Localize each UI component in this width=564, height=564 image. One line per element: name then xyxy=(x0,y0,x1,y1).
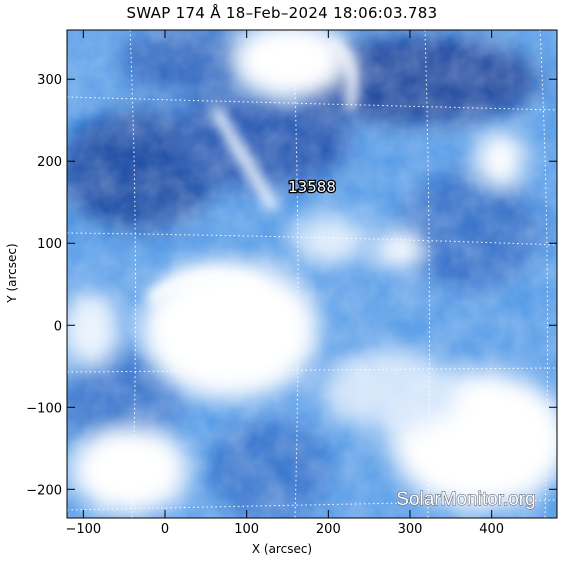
image-title: SWAP 174 Å 18–Feb–2024 18:06:03.783 xyxy=(126,4,438,22)
watermark: SolarMonitor.org xyxy=(396,489,535,510)
y-tick-label: 300 xyxy=(37,73,62,88)
x-tick-label: 300 xyxy=(398,522,423,537)
x-tick-label: 400 xyxy=(479,522,504,537)
y-tick-label: 200 xyxy=(37,155,62,170)
y-tick-label: −100 xyxy=(26,401,62,416)
plot-frame xyxy=(66,29,558,519)
y-tick-label: 0 xyxy=(54,319,62,334)
x-tick-label: 0 xyxy=(161,522,169,537)
y-tick-label: −200 xyxy=(26,483,62,498)
y-axis-ticks: 300 200 100 0 −100 −200 xyxy=(26,73,557,498)
x-tick-label: −100 xyxy=(65,522,101,537)
x-axis-ticks: −100 0 100 200 300 400 xyxy=(65,30,504,537)
solar-euv-image xyxy=(67,30,557,518)
x-tick-label: 100 xyxy=(234,522,259,537)
active-region-label: 13588 xyxy=(288,178,336,196)
x-axis-label: X (arcsec) xyxy=(251,542,313,556)
heliographic-grid xyxy=(67,30,557,518)
y-axis-label: Y (arcsec) xyxy=(5,243,19,303)
x-tick-label: 200 xyxy=(316,522,341,537)
y-tick-label: 100 xyxy=(37,237,62,252)
